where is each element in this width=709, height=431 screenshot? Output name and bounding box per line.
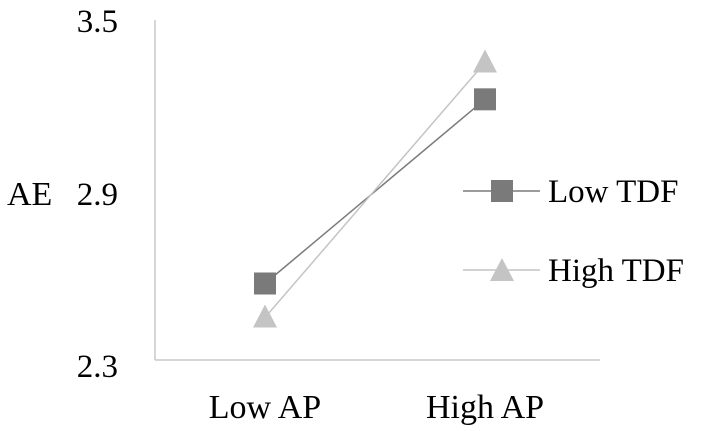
y-tick-labels: 3.5 2.9 2.3	[77, 4, 118, 385]
x-category-label-low-ap: Low AP	[209, 389, 321, 426]
triangle-marker-icon	[490, 258, 514, 281]
legend: Low TDF High TDF	[463, 174, 684, 289]
series-layer	[253, 49, 497, 328]
legend-label-low-tdf: Low TDF	[548, 174, 679, 210]
data-point-low-tdf-low-ap	[254, 272, 276, 295]
y-tick-label-2-3: 2.3	[77, 349, 118, 385]
data-point-high-tdf-low-ap	[253, 304, 277, 328]
data-point-low-tdf-high-ap	[474, 88, 496, 111]
y-tick-label-2-9: 2.9	[77, 177, 118, 213]
series-line-high-tdf	[264, 62, 486, 318]
data-point-high-tdf-high-ap	[473, 49, 497, 73]
x-category-labels: Low AP High AP	[209, 389, 544, 426]
series-line-low-tdf	[264, 98, 486, 285]
legend-item-high-tdf: High TDF	[463, 253, 684, 289]
square-marker-icon	[491, 180, 513, 202]
plot-area	[154, 20, 600, 361]
x-category-label-high-ap: High AP	[426, 389, 544, 426]
legend-label-high-tdf: High TDF	[548, 253, 684, 289]
y-tick-label-3-5: 3.5	[77, 4, 118, 40]
legend-item-low-tdf: Low TDF	[463, 174, 679, 210]
y-axis-label: AE	[7, 176, 52, 213]
